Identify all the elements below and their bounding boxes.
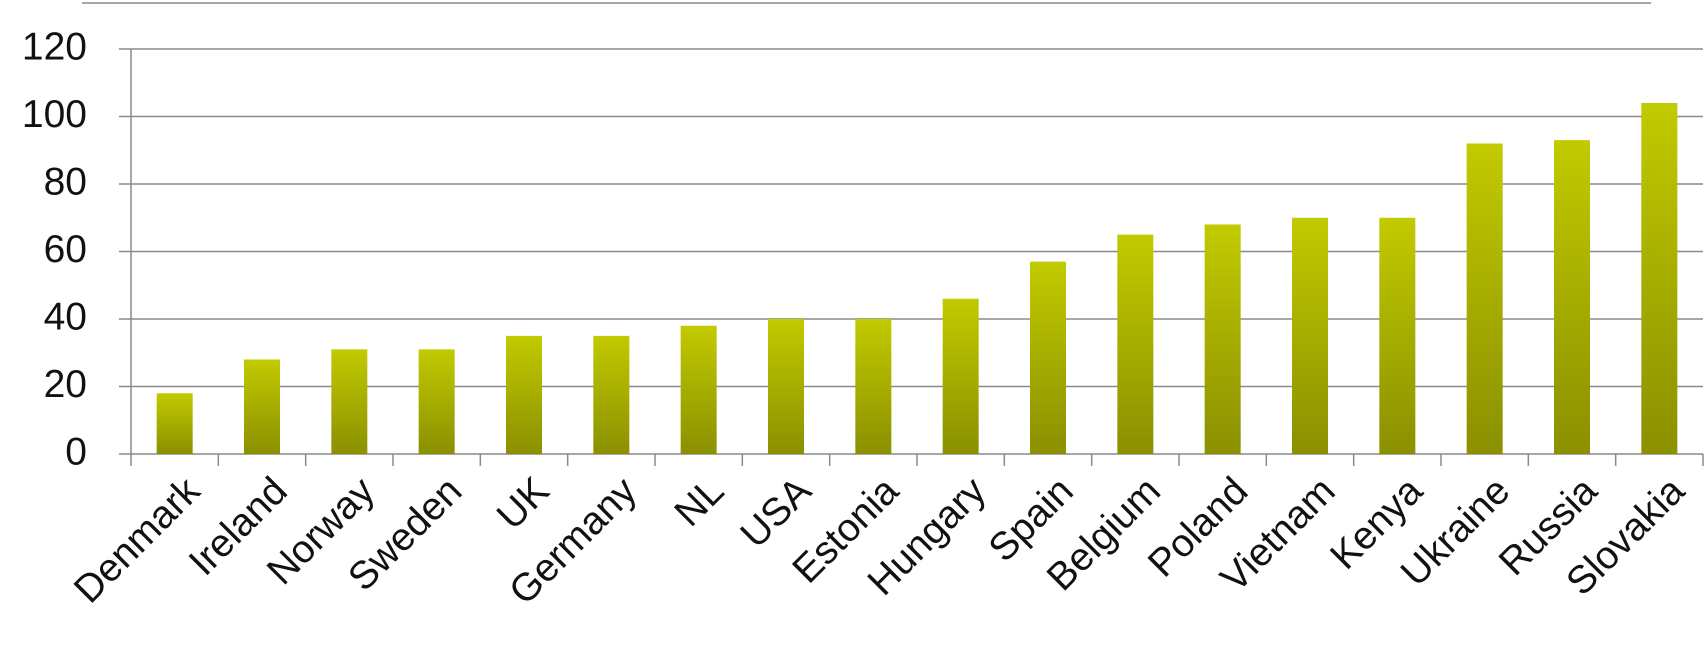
bar <box>680 325 717 454</box>
bar <box>1466 143 1503 454</box>
bar <box>331 349 368 454</box>
y-tick-label: 20 <box>44 363 87 406</box>
bar <box>244 359 280 454</box>
y-tick-label: 0 <box>65 430 87 473</box>
bar <box>1641 103 1678 454</box>
x-tick-label: Denmark <box>66 469 209 612</box>
y-tick-label: 80 <box>44 160 87 203</box>
x-tick-label: UK <box>489 469 558 538</box>
y-tick-label: 60 <box>44 228 87 271</box>
bar <box>418 349 455 454</box>
bar <box>593 335 630 454</box>
bar <box>855 319 892 454</box>
bar <box>1204 224 1241 454</box>
x-tick-label: NL <box>667 469 733 535</box>
bar <box>1379 217 1416 454</box>
y-tick-label: 40 <box>44 295 87 338</box>
bar <box>942 298 979 454</box>
bar <box>1117 234 1154 454</box>
bar <box>1292 217 1328 454</box>
bar <box>768 319 804 454</box>
y-tick-label: 100 <box>22 93 87 136</box>
bar <box>156 393 193 454</box>
y-tick-label: 120 <box>22 25 87 68</box>
bar <box>506 335 542 454</box>
bar <box>1554 140 1590 454</box>
bar <box>1030 261 1066 454</box>
